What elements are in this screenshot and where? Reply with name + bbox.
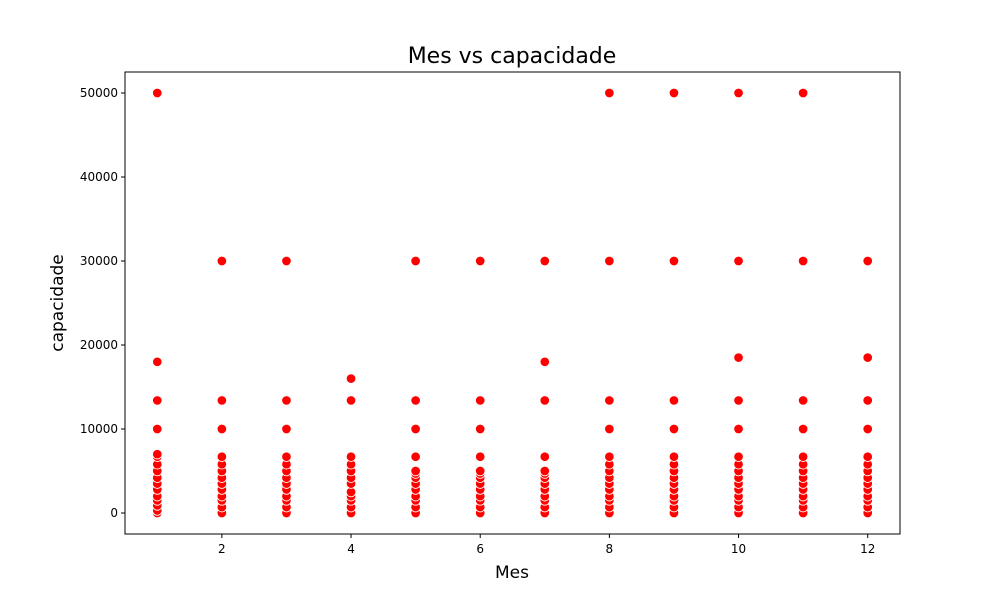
data-point <box>797 423 809 435</box>
data-point <box>539 395 551 406</box>
data-point <box>410 451 421 462</box>
data-point <box>410 395 421 406</box>
data-point <box>668 255 680 267</box>
chart-title: Mes vs capacidade <box>408 44 617 69</box>
y-tick-label: 20000 <box>80 338 118 352</box>
data-point <box>668 423 680 435</box>
data-point <box>281 451 292 462</box>
data-point <box>604 451 615 462</box>
data-point <box>152 87 163 99</box>
y-tick-label: 40000 <box>80 170 118 184</box>
data-point <box>216 255 228 267</box>
x-tick-label: 12 <box>860 542 875 556</box>
data-point <box>668 395 680 406</box>
data-point <box>281 395 292 406</box>
data-point <box>797 395 809 406</box>
data-point <box>152 448 163 460</box>
data-point <box>604 395 615 406</box>
data-point <box>216 395 228 406</box>
x-tick-label: 8 <box>606 542 614 556</box>
data-point <box>733 255 744 267</box>
data-point <box>862 255 873 267</box>
data-point <box>797 87 809 99</box>
data-point <box>474 255 486 267</box>
data-point <box>733 451 744 462</box>
data-point <box>152 395 163 406</box>
y-tick-label: 10000 <box>80 422 118 436</box>
data-point <box>668 451 680 462</box>
data-point <box>152 423 163 435</box>
data-point <box>281 423 292 435</box>
data-point <box>862 352 873 363</box>
data-point <box>410 423 421 435</box>
data-point <box>668 87 680 99</box>
data-point <box>797 451 809 462</box>
y-axis-label: capacidade <box>48 254 68 352</box>
data-point <box>539 451 551 462</box>
data-point <box>345 451 357 462</box>
data-point <box>797 255 809 267</box>
y-tick-label: 50000 <box>80 86 118 100</box>
data-point <box>216 451 228 462</box>
data-point <box>604 87 615 99</box>
data-points <box>152 87 873 519</box>
x-tick-label: 6 <box>476 542 484 556</box>
data-point <box>474 423 486 435</box>
data-point <box>474 451 486 462</box>
x-tick-label: 2 <box>218 542 226 556</box>
data-point <box>539 255 551 267</box>
x-tick-label: 10 <box>731 542 746 556</box>
data-point <box>345 395 357 406</box>
data-point <box>539 356 551 368</box>
plot-area <box>124 71 901 535</box>
y-axis-ticks: 0 10000 20000 30000 40000 50000 <box>80 86 125 520</box>
x-tick-label: 4 <box>347 542 355 556</box>
data-point <box>410 255 421 267</box>
data-point <box>604 423 615 435</box>
x-axis-label: Mes <box>495 563 529 583</box>
data-point <box>539 465 551 477</box>
data-point <box>862 395 873 406</box>
data-point <box>862 423 873 435</box>
data-point <box>862 451 873 462</box>
data-point <box>474 465 486 477</box>
data-point <box>474 395 486 406</box>
data-point <box>281 255 292 267</box>
data-point <box>733 395 744 406</box>
y-tick-label: 0 <box>110 506 118 520</box>
data-point <box>152 356 163 368</box>
data-point <box>410 465 421 477</box>
x-axis-ticks: 2 4 6 8 10 12 <box>218 534 875 556</box>
data-point <box>345 373 357 384</box>
data-point <box>604 255 615 267</box>
data-point <box>216 423 228 435</box>
data-point <box>733 87 744 99</box>
data-point <box>733 423 744 435</box>
data-point <box>733 352 744 363</box>
y-tick-label: 30000 <box>80 254 118 268</box>
